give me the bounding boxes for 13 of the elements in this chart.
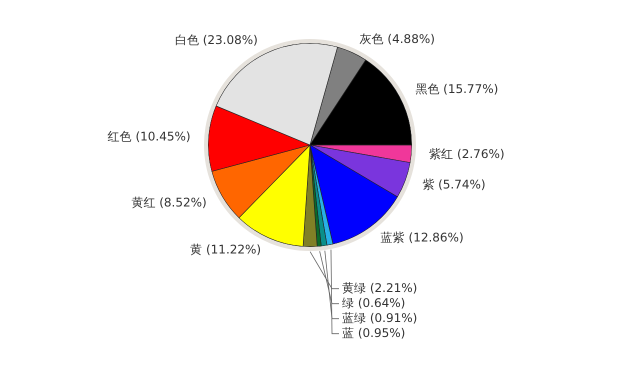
slice-label: 黄绿 (2.21%) (342, 280, 418, 295)
slice-label: 紫红 (2.76%) (429, 147, 505, 162)
slice-label: 紫 (5.74%) (422, 177, 486, 192)
slice-label: 蓝紫 (12.86%) (380, 230, 464, 244)
slice-label: 黄 (11.22%) (190, 242, 262, 257)
slice-label: 黑色 (15.77%) (415, 82, 498, 96)
slice-label: 蓝 (0.95%) (342, 326, 406, 340)
slice-label: 白色 (23.08%) (174, 33, 258, 47)
slice-label: 蓝绿 (0.91%) (342, 310, 418, 325)
slice-label: 灰色 (4.88%) (360, 32, 435, 46)
slice-label: 绿 (0.64%) (342, 296, 406, 310)
slice-label: 红色 (10.45%) (108, 129, 191, 144)
slice-label: 黄红 (8.52%) (131, 196, 207, 210)
